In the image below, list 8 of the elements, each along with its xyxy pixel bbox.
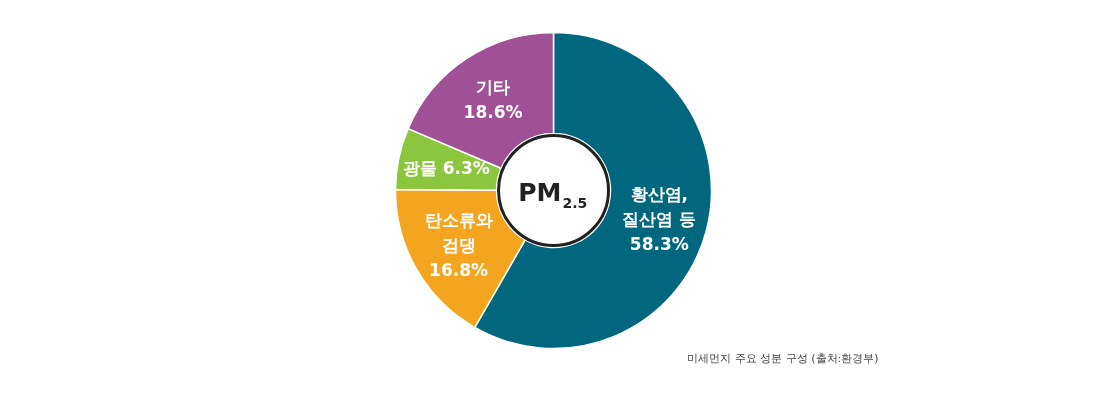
data-label: 16.8%	[429, 260, 489, 281]
data-label: 58.3%	[629, 233, 689, 254]
data-label: 18.6%	[463, 101, 523, 122]
slice-label: 기타	[476, 76, 511, 97]
slice-label: 황산염, 질산염 등	[622, 183, 697, 229]
slice-label: 탄소류와 검댕	[424, 210, 493, 256]
text: 미세먼지 주요 성분 구성 (출처:환경부)	[687, 352, 879, 365]
slice-label: 광물 6.3%	[402, 158, 490, 179]
